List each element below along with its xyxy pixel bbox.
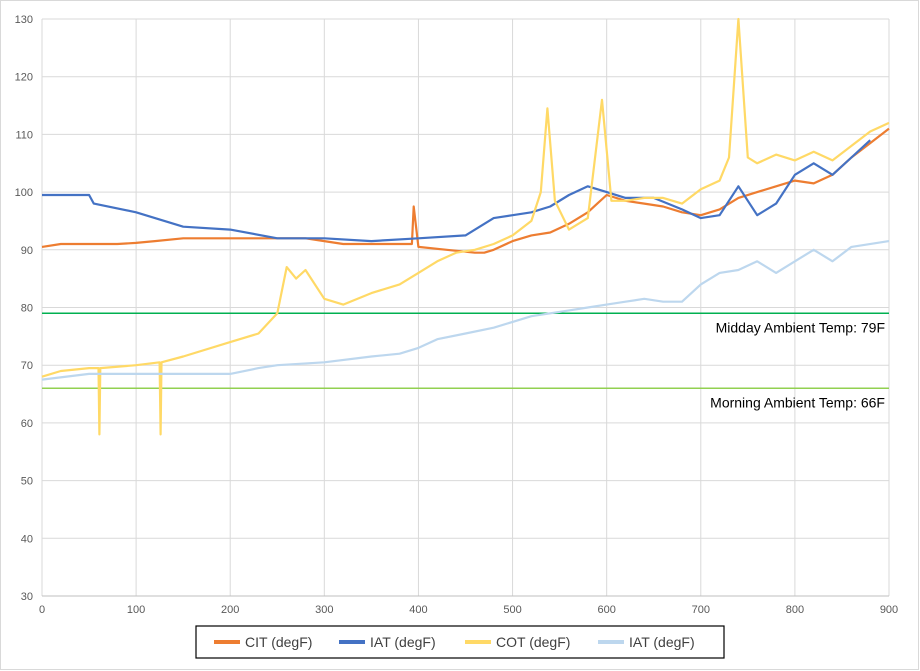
x-tick-label: 500	[503, 604, 521, 616]
y-tick-label: 130	[15, 14, 33, 26]
x-tick-label: 400	[409, 604, 427, 616]
legend-label: CIT (degF)	[245, 634, 312, 650]
reference-line-label: Morning Ambient Temp: 66F	[710, 394, 885, 410]
y-tick-label: 120	[15, 72, 33, 84]
legend-label: IAT (degF)	[370, 634, 436, 650]
x-tick-label: 600	[597, 604, 615, 616]
y-tick-label: 60	[21, 418, 33, 430]
tick-labels: 30 40 50 60 70 80 90 100 110 120 130 0 100 200 300 400 5…	[15, 14, 899, 616]
legend-label: IAT (degF)	[629, 634, 695, 650]
legend: CIT (degF) IAT (degF) COT (degF) IAT (degF)	[195, 625, 725, 659]
gridlines	[41, 18, 890, 596]
series-line	[41, 240, 890, 381]
legend-box	[195, 625, 725, 659]
y-tick-label: 100	[15, 187, 33, 199]
legend-label: COT (degF)	[496, 634, 570, 650]
y-tick-label: 90	[21, 245, 33, 257]
x-tick-label: 0	[39, 604, 45, 616]
series-line	[41, 127, 890, 254]
x-tick-label: 900	[880, 604, 898, 616]
x-tick-label: 300	[315, 604, 333, 616]
y-tick-label: 30	[21, 591, 33, 603]
x-tick-label: 200	[221, 604, 239, 616]
reference-line-label: Midday Ambient Temp: 79F	[716, 319, 885, 335]
y-tick-label: 50	[21, 476, 33, 488]
y-tick-label: 70	[21, 360, 33, 372]
series-lines	[41, 17, 890, 436]
x-tick-label: 800	[786, 604, 804, 616]
y-tick-label: 80	[21, 303, 33, 315]
reference-lines: Midday Ambient Temp: 79F Morning Ambient …	[42, 312, 889, 410]
series-line	[41, 17, 890, 436]
x-tick-label: 700	[692, 604, 710, 616]
x-tick-label: 100	[127, 604, 145, 616]
y-tick-label: 110	[15, 129, 33, 141]
series-line	[42, 139, 871, 243]
y-tick-label: 40	[21, 533, 33, 545]
